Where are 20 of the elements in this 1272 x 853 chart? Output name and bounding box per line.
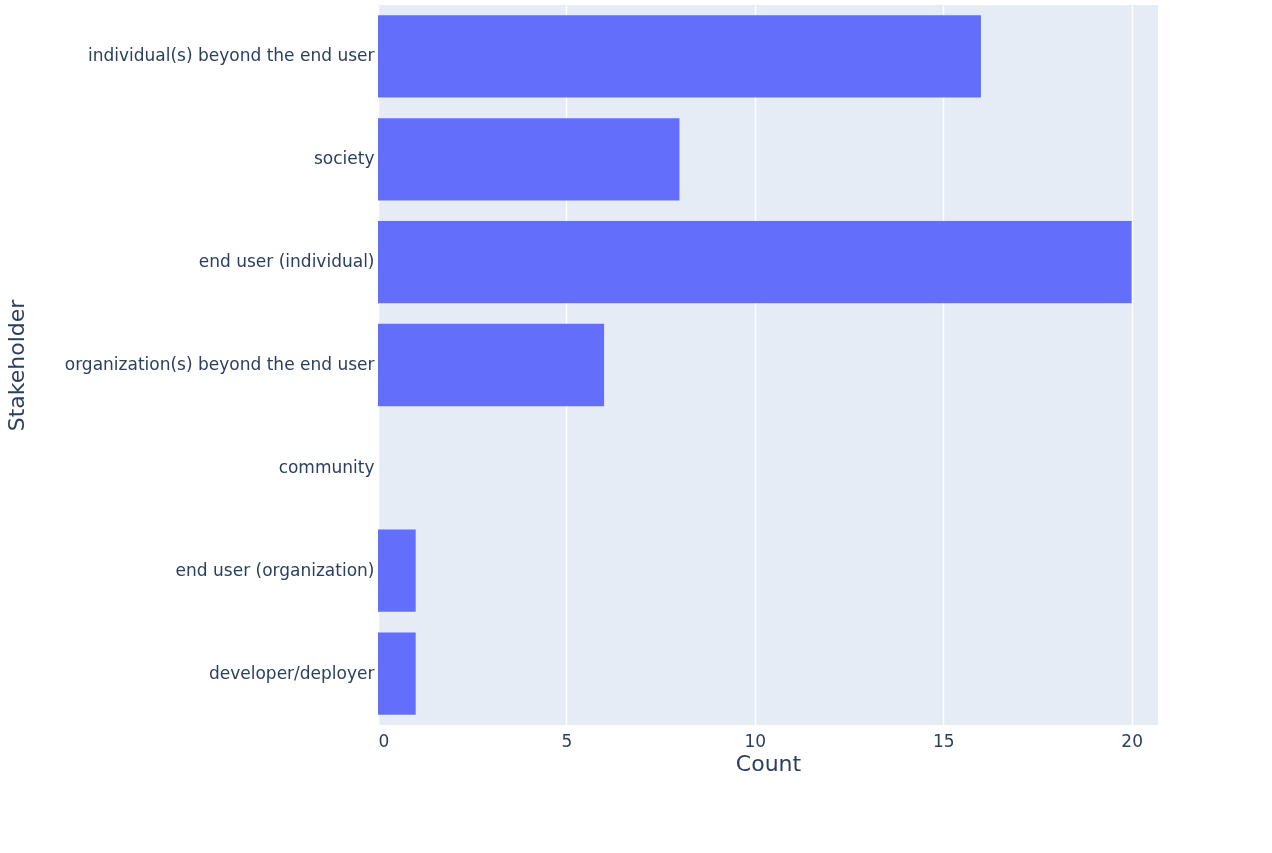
bar: [378, 323, 605, 407]
x-axis-title: Count: [735, 750, 802, 776]
y-tick-label: organization(s) beyond the end user: [64, 354, 375, 374]
y-axis-title: Stakeholder: [3, 298, 29, 432]
bar: [378, 221, 1132, 304]
x-tick-label: 20: [1121, 730, 1143, 751]
bar: [378, 529, 416, 612]
x-tick-label: 0: [378, 730, 390, 751]
bar: [378, 15, 981, 98]
x-tick-label: 15: [932, 730, 955, 751]
y-tick-label: society: [313, 148, 375, 169]
x-tick-label: 10: [744, 730, 767, 751]
y-tick-label: end user (individual): [198, 251, 375, 272]
bar: [378, 118, 680, 201]
x-tick-label: 5: [561, 730, 573, 751]
y-tick-label: end user (organization): [175, 559, 375, 580]
y-tick-label: developer/deployer: [208, 662, 375, 683]
y-tick-label: community: [278, 456, 375, 477]
bar: [378, 632, 416, 715]
y-tick-label: individual(s) beyond the end user: [87, 45, 375, 66]
